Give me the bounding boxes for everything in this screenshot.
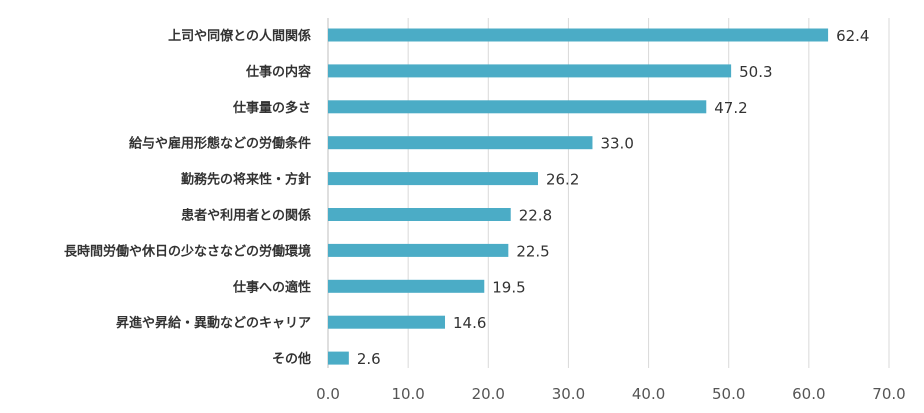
bar: [328, 243, 509, 257]
x-axis-tick-labels: 0.0 10.0 20.0 30.0 40.0 50.0 60.0 70.0: [316, 385, 906, 403]
category-label: 仕事への適性: [232, 279, 311, 295]
bar: [328, 315, 446, 329]
category-label: 勤務先の将来性・方針: [181, 172, 311, 188]
data-label: 22.5: [516, 242, 549, 260]
category-label: 昇進や昇給・異動などのキャリア: [116, 315, 311, 331]
category-label: 仕事の内容: [245, 64, 311, 80]
x-tick-label: 20.0: [472, 385, 505, 403]
x-tick-label: 60.0: [792, 385, 825, 403]
value-labels: 62.4 50.3 47.2 33.0 26.2 22.8 22.5 19.5 14.6 2.6: [357, 27, 870, 368]
bar: [328, 208, 511, 221]
bar: [328, 136, 593, 150]
data-label: 47.2: [714, 99, 747, 117]
x-tick-label: 30.0: [552, 385, 585, 403]
category-label: 給与や雇用形態などの労働条件: [129, 136, 311, 152]
bar: [328, 64, 732, 78]
category-label: 上司や同僚との人間関係: [168, 28, 311, 44]
x-tick-label: 0.0: [316, 385, 340, 403]
x-tick-label: 70.0: [872, 385, 905, 403]
x-tick-label: 50.0: [712, 385, 745, 403]
x-tick-label: 10.0: [391, 385, 424, 403]
bar: [328, 28, 829, 42]
category-labels: 上司や同僚との人間関係仕事の内容仕事量の多さ給与や雇用形態などの労働条件勤務先の…: [64, 28, 311, 367]
data-label: 62.4: [836, 27, 869, 45]
bar: [328, 172, 538, 186]
data-label: 19.5: [492, 278, 525, 296]
data-label: 14.6: [453, 314, 486, 332]
bar: [328, 100, 707, 114]
category-label: 長時間労働や休日の少なさなどの労働環境: [64, 243, 311, 259]
category-label: その他: [272, 351, 311, 367]
category-label: 仕事量の多さ: [232, 100, 311, 116]
data-label: 26.2: [546, 171, 579, 189]
x-tick-label: 40.0: [632, 385, 665, 403]
data-label: 22.8: [519, 207, 552, 225]
bar: [328, 279, 485, 293]
data-label: 2.6: [357, 350, 381, 368]
data-label: 50.3: [739, 63, 772, 81]
data-label: 33.0: [600, 135, 633, 153]
bar: [328, 351, 349, 365]
bars: [328, 28, 829, 365]
category-label: 患者や利用者との関係: [181, 208, 311, 224]
